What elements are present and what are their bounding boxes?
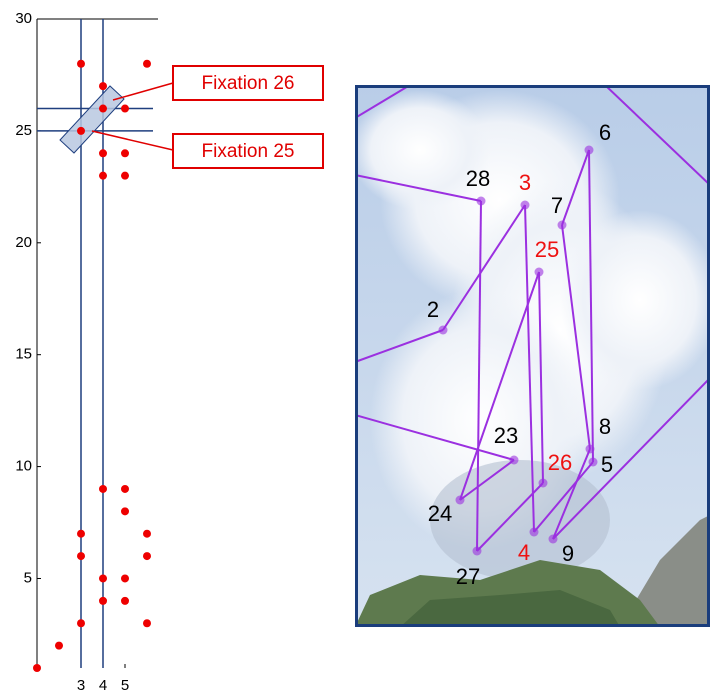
fixation-label: 9 [562,541,574,566]
point [143,529,151,538]
photo [355,85,710,627]
x-tick-label: 5 [121,677,129,693]
saccade [355,414,515,461]
point [77,59,85,68]
fixation-label: 26 [548,450,572,475]
fixation [520,200,530,210]
fixation [529,527,539,537]
point [55,641,63,650]
point [77,529,85,538]
saccade [552,448,591,540]
point [99,574,107,583]
point [121,574,129,583]
y-tick-label: 25 [15,122,32,139]
y-tick-label: 15 [15,346,32,363]
fixation [534,267,544,277]
saccade [476,200,482,552]
saccade [442,204,526,331]
fixation [438,325,448,335]
point [99,171,107,180]
fixation [548,534,558,544]
y-tick-label: 20 [15,234,32,251]
annotation: Fixation 25 [202,141,295,162]
fixation-box [59,85,125,154]
saccade [552,377,710,540]
fixation [585,444,595,454]
saccade [355,329,444,363]
annotation-box [172,133,324,169]
point [99,596,107,605]
fixation [588,457,598,467]
fixation-label: 28 [466,166,490,191]
point [143,619,151,628]
point [121,507,129,516]
x-tick-label: 3 [77,677,85,693]
saccade [561,224,591,450]
image-border [355,85,710,627]
y-tick-label: 10 [15,458,32,475]
point [121,171,129,180]
fixation [509,455,519,465]
x-tick-label: 4 [99,677,107,693]
saccade [476,482,544,552]
saccade [524,204,535,533]
point [143,59,151,68]
fixation [472,546,482,556]
fixation-label: 2 [427,297,439,322]
point [121,596,129,605]
saccade [604,85,710,186]
saccade [459,271,540,501]
fixation-label: 8 [599,414,611,439]
point [143,552,151,561]
y-tick-label: 30 [15,10,32,27]
point [77,552,85,561]
saccade [588,149,594,463]
point [99,484,107,493]
y-tick-label: 5 [24,569,32,586]
saccade [561,149,590,226]
point [99,149,107,158]
annotation-arrow [112,82,174,101]
point [77,619,85,628]
annotation: Fixation 26 [202,73,295,94]
fixation [455,495,465,505]
fixation [584,145,594,155]
point [77,126,85,135]
point [99,104,107,113]
fixation-label: 6 [599,120,611,145]
saccade [459,459,515,501]
fixation-label: 3 [519,170,531,195]
fixation-label: 7 [551,193,563,218]
point [121,484,129,493]
fixation [538,478,548,488]
annotation-arrow [91,130,174,151]
point [121,149,129,158]
saccade [533,461,594,533]
point [99,82,107,91]
fixation-label: 23 [494,423,518,448]
fixation-label: 25 [535,237,559,262]
saccade [355,174,482,202]
fixation-label: 4 [518,540,530,565]
saccade [355,85,411,119]
fixation [557,220,567,230]
fixation-label: 24 [428,501,452,526]
fixation-label: 27 [456,564,480,589]
point [33,664,41,672]
point [121,104,129,113]
fixation [476,196,486,206]
saccade [538,271,544,484]
fixation-label: 5 [601,452,613,477]
